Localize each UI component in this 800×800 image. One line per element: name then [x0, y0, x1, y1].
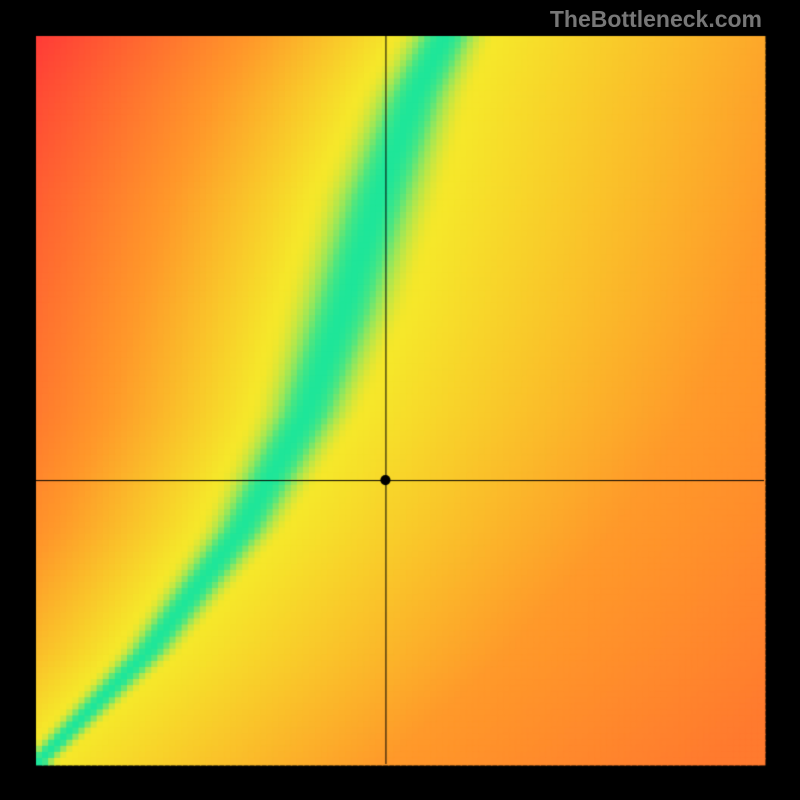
watermark-text: TheBottleneck.com — [550, 6, 762, 33]
bottleneck-heatmap — [0, 0, 800, 800]
